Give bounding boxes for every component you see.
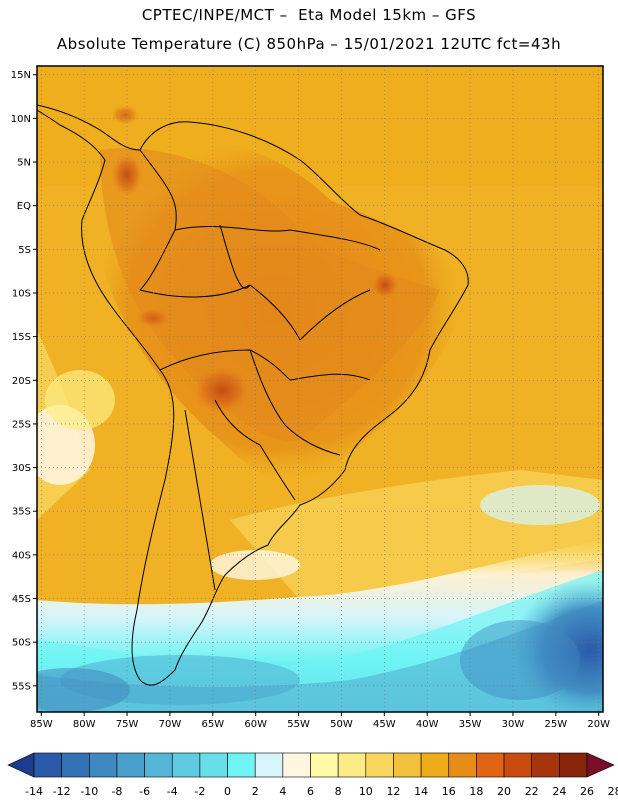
lat-tick-label: EQ — [17, 201, 31, 212]
lat-tick-label: 55S — [12, 681, 31, 692]
colorbar-label: -4 — [167, 785, 178, 798]
lon-tick-label: 85W — [30, 719, 53, 730]
lon-tick-label: 55W — [287, 719, 310, 730]
colorbar-label: 26 — [580, 785, 594, 798]
colorbar-label: -2 — [194, 785, 205, 798]
colorbar-label: 28 — [608, 785, 618, 798]
colorbar-swatch — [171, 752, 201, 778]
colorbar-swatch — [448, 752, 477, 778]
lat-tick-label: 30S — [12, 463, 31, 474]
colorbar-label: 8 — [335, 785, 342, 798]
colorbar-label: 10 — [359, 785, 373, 798]
colorbar-label: 4 — [279, 785, 286, 798]
chart-subtitle: Absolute Temperature (C) 850hPa – 15/01/… — [56, 35, 562, 53]
lat-tick-label: 45S — [12, 594, 31, 605]
colorbar-label: 6 — [307, 785, 314, 798]
colorbar-swatch — [116, 752, 145, 778]
latitude-axis: 15N 10N 5N EQ 5S 10S 15S 20S 25S 30S 35S 40S 45S 50S 5… — [11, 70, 37, 692]
colorbar-label: 22 — [525, 785, 539, 798]
lat-tick-label: 15S — [12, 332, 31, 343]
colorbar-label: 20 — [497, 785, 511, 798]
colorbar-label: -6 — [139, 785, 150, 798]
lon-tick-label: 45W — [373, 719, 396, 730]
lon-tick-label: 35W — [459, 719, 482, 730]
colorbar-label: 16 — [442, 785, 456, 798]
colorbar-swatch — [61, 752, 90, 778]
colorbar-label: 24 — [552, 785, 566, 798]
colorbar-swatch — [310, 752, 339, 778]
longitude-axis: 85W 80W 75W 70W 65W 60W 55W 50W 45W 40W 35W 30W 25W 2… — [30, 712, 610, 730]
colorbar-swatch — [282, 752, 311, 778]
colorbar-swatch — [89, 752, 118, 778]
lat-tick-label: 35S — [12, 507, 31, 518]
temperature-field — [37, 66, 603, 712]
lon-tick-label: 20W — [587, 719, 610, 730]
colorbar-swatch — [559, 752, 588, 778]
colorbar-label: 12 — [386, 785, 400, 798]
lat-tick-label: 5N — [17, 158, 31, 169]
colorbar-swatch — [476, 752, 505, 778]
colorbar-label: -14 — [25, 785, 43, 798]
colorbar-swatch — [227, 752, 256, 778]
lat-tick-label: 20S — [12, 376, 31, 387]
colorbar-arrow-high — [586, 752, 615, 778]
lon-tick-label: 40W — [416, 719, 439, 730]
colorbar-arrow-low — [7, 752, 35, 778]
lon-tick-label: 80W — [73, 719, 96, 730]
colorbar: -14 -12 -10 -8 -6 -4 -2 0 2 4 6 8 10 12 14 16 18 20 22 24 26… — [7, 752, 618, 798]
colorbar-swatch — [420, 752, 450, 778]
colorbar-swatch — [337, 752, 367, 778]
colorbar-label: -8 — [111, 785, 122, 798]
lon-tick-label: 65W — [201, 719, 224, 730]
colorbar-swatch — [531, 752, 560, 778]
colorbar-swatch — [503, 752, 532, 778]
colorbar-label: 0 — [224, 785, 231, 798]
lat-tick-label: 5S — [18, 245, 31, 256]
lon-tick-label: 25W — [545, 719, 568, 730]
map-frame — [36, 65, 604, 713]
colorbar-label: -12 — [53, 785, 71, 798]
colorbar-label: 2 — [252, 785, 259, 798]
lat-tick-label: 50S — [12, 638, 31, 649]
lat-tick-label: 10S — [12, 288, 31, 299]
lon-tick-label: 30W — [502, 719, 525, 730]
colorbar-swatch — [254, 752, 284, 778]
lat-tick-label: 10N — [11, 114, 31, 125]
coastline — [37, 104, 469, 686]
lon-tick-label: 60W — [244, 719, 267, 730]
colorbar-swatch — [393, 752, 422, 778]
lat-tick-label: 40S — [12, 550, 31, 561]
chart-title: CPTEC/INPE/MCT – Eta Model 15km – GFS — [141, 6, 477, 24]
colorbar-label: 18 — [469, 785, 483, 798]
lat-tick-label: 15N — [11, 70, 31, 81]
lat-tick-label: 25S — [12, 419, 31, 430]
colorbar-swatch — [365, 752, 394, 778]
colorbar-swatch — [33, 752, 62, 778]
colorbar-label: 14 — [414, 785, 428, 798]
colorbar-label: -10 — [80, 785, 98, 798]
colorbar-swatch — [199, 752, 228, 778]
lon-tick-label: 70W — [159, 719, 182, 730]
lon-tick-label: 50W — [330, 719, 353, 730]
lon-tick-label: 75W — [116, 719, 139, 730]
colorbar-swatch — [144, 752, 173, 778]
